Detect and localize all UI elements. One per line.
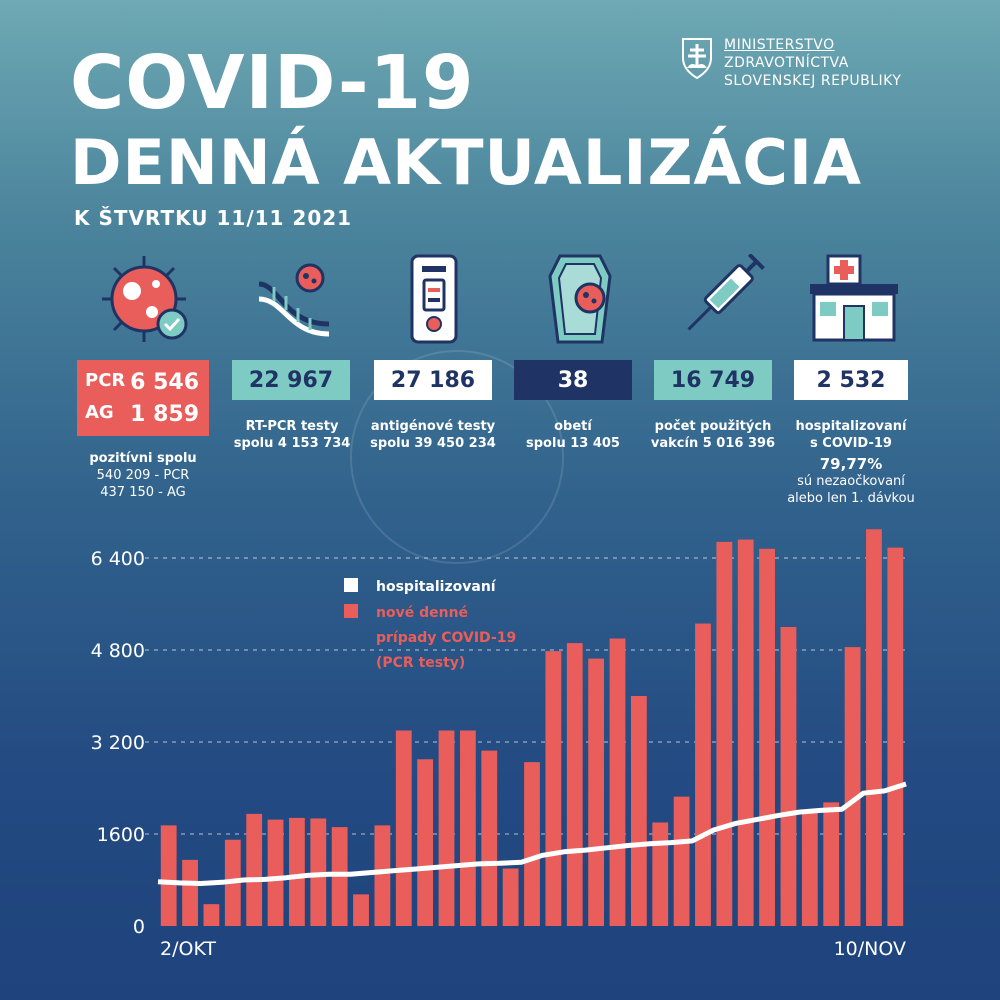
y-tick-label: 4 800 (91, 640, 145, 662)
case-bar (695, 623, 711, 926)
case-bar (630, 696, 647, 926)
case-bar (459, 730, 476, 926)
y-tick-label: 0 (133, 916, 145, 938)
hospitalized-caption1: hospitalizovaní (795, 419, 907, 434)
hospitalized-caption2: s COVID-19 (810, 436, 892, 451)
antigen-caption: antigénové testy spolu 39 450 234 (360, 418, 506, 452)
hospitalized-value: 2 532 (794, 360, 908, 400)
syringe-icon (687, 254, 765, 331)
case-bar (353, 894, 369, 926)
x-start-label: 2/OKT (160, 938, 216, 960)
hospital-icon (810, 254, 898, 342)
case-bar (417, 759, 434, 926)
unvaccinated-pct: 79,77% (819, 455, 883, 473)
case-bar (246, 813, 263, 926)
case-bar (609, 638, 626, 926)
date-label: K ŠTVRTKU 11/11 2021 (74, 206, 353, 230)
vaccines-caption2: vakcín 5 016 396 (650, 436, 776, 451)
case-bar (395, 730, 412, 926)
positive-caption-title: pozitívni spolu (89, 451, 197, 466)
case-bar (438, 730, 455, 926)
dna-icon (258, 263, 330, 337)
unvaccinated-line1: sú nezaočkovaní (797, 474, 905, 489)
case-bar (524, 762, 540, 926)
vaccines-caption1: počet použitých (654, 419, 772, 434)
legend: hospitalizovaní nové denné prípady COVID… (344, 578, 516, 671)
deaths-value: 38 (514, 360, 632, 400)
legend-hosp-label: hospitalizovaní (376, 579, 497, 595)
antigen-caption2: spolu 39 450 234 (370, 436, 496, 451)
watermark (350, 350, 564, 564)
positive-pcr-total: 540 209 - PCR (96, 468, 190, 483)
legend-cases-label1: nové denné (376, 605, 468, 621)
case-bar (588, 658, 605, 926)
y-tick-label: 1600 (97, 824, 145, 846)
case-bar (737, 539, 754, 926)
case-bar (310, 818, 327, 926)
positive-caption: pozitívni spolu 540 209 - PCR 437 150 - … (77, 450, 209, 501)
legend-cases-label2: prípady COVID-19 (376, 630, 516, 646)
y-tick-label: 6 400 (91, 548, 145, 570)
deaths-caption2: spolu 13 405 (526, 436, 620, 451)
legend-cases-swatch (344, 604, 358, 618)
rtpcr-caption2: spolu 4 153 734 (233, 436, 351, 451)
case-bar (780, 627, 797, 926)
case-bar (652, 822, 669, 926)
case-bar (481, 750, 498, 926)
case-bar (759, 548, 775, 926)
case-bar (844, 647, 861, 926)
virus-check-icon (102, 256, 188, 342)
antigen-value: 27 186 (374, 360, 492, 400)
case-bar (887, 547, 904, 926)
case-bar (502, 868, 519, 926)
pcr-value: 6 546 (130, 370, 199, 395)
case-bar (866, 529, 882, 926)
vaccines-value: 16 749 (654, 360, 772, 400)
hospitalized-line (157, 781, 907, 886)
hospitalized-caption: hospitalizovaní s COVID-19 79,77% sú nez… (778, 418, 924, 507)
bar-series (160, 529, 904, 926)
unvaccinated-line2: alebo len 1. dávkou (787, 491, 915, 506)
positive-ag-total: 437 150 - AG (100, 485, 186, 500)
case-bar (289, 817, 305, 926)
title-line1: COVID-19 (70, 40, 475, 126)
case-bar (545, 651, 562, 926)
case-bar (673, 796, 690, 926)
case-bar (801, 811, 818, 926)
y-tick-label: 3 200 (91, 732, 145, 754)
coat-of-arms-icon (682, 38, 712, 80)
rtpcr-value: 22 967 (232, 360, 350, 400)
case-bar (203, 904, 220, 926)
rtpcr-caption1: RT-PCR testy (245, 419, 339, 434)
title-line2: DENNÁ AKTUALIZÁCIA (70, 126, 862, 199)
rtpcr-caption: RT-PCR testy spolu 4 153 734 (222, 418, 362, 452)
ministry-line1: MINISTERSTVO (724, 37, 835, 53)
case-bar (160, 825, 177, 926)
legend-cases-label3: (PCR testy) (376, 655, 465, 671)
deaths-caption1: obetí (554, 419, 592, 434)
vaccines-caption: počet použitých vakcín 5 016 396 (642, 418, 784, 452)
case-bar (374, 825, 391, 926)
y-axis: 0 1600 3 200 4 800 6 400 (91, 548, 145, 938)
antigen-test-icon (410, 254, 458, 344)
deaths-caption: obetí spolu 13 405 (514, 418, 632, 452)
legend-hosp-swatch (344, 578, 358, 592)
coffin-icon (548, 254, 612, 344)
case-bar (267, 819, 284, 926)
ministry-line2: ZDRAVOTNÍCTVA (724, 55, 849, 71)
positive-box: PCR 6 546 AG 1 859 (77, 360, 209, 436)
case-bar (823, 802, 840, 926)
ag-label: AG (85, 402, 114, 423)
ministry-line3: SLOVENSKEJ REPUBLIKY (724, 73, 902, 89)
ministry-logo: MINISTERSTVO ZDRAVOTNÍCTVA SLOVENSKEJ RE… (680, 36, 901, 90)
case-bar (716, 541, 733, 926)
antigen-caption1: antigénové testy (370, 419, 496, 434)
x-end-label: 10/NOV (834, 938, 906, 960)
pcr-label: PCR (85, 370, 126, 391)
case-bar (182, 859, 198, 926)
case-bar (566, 643, 583, 926)
ag-value: 1 859 (130, 402, 199, 427)
